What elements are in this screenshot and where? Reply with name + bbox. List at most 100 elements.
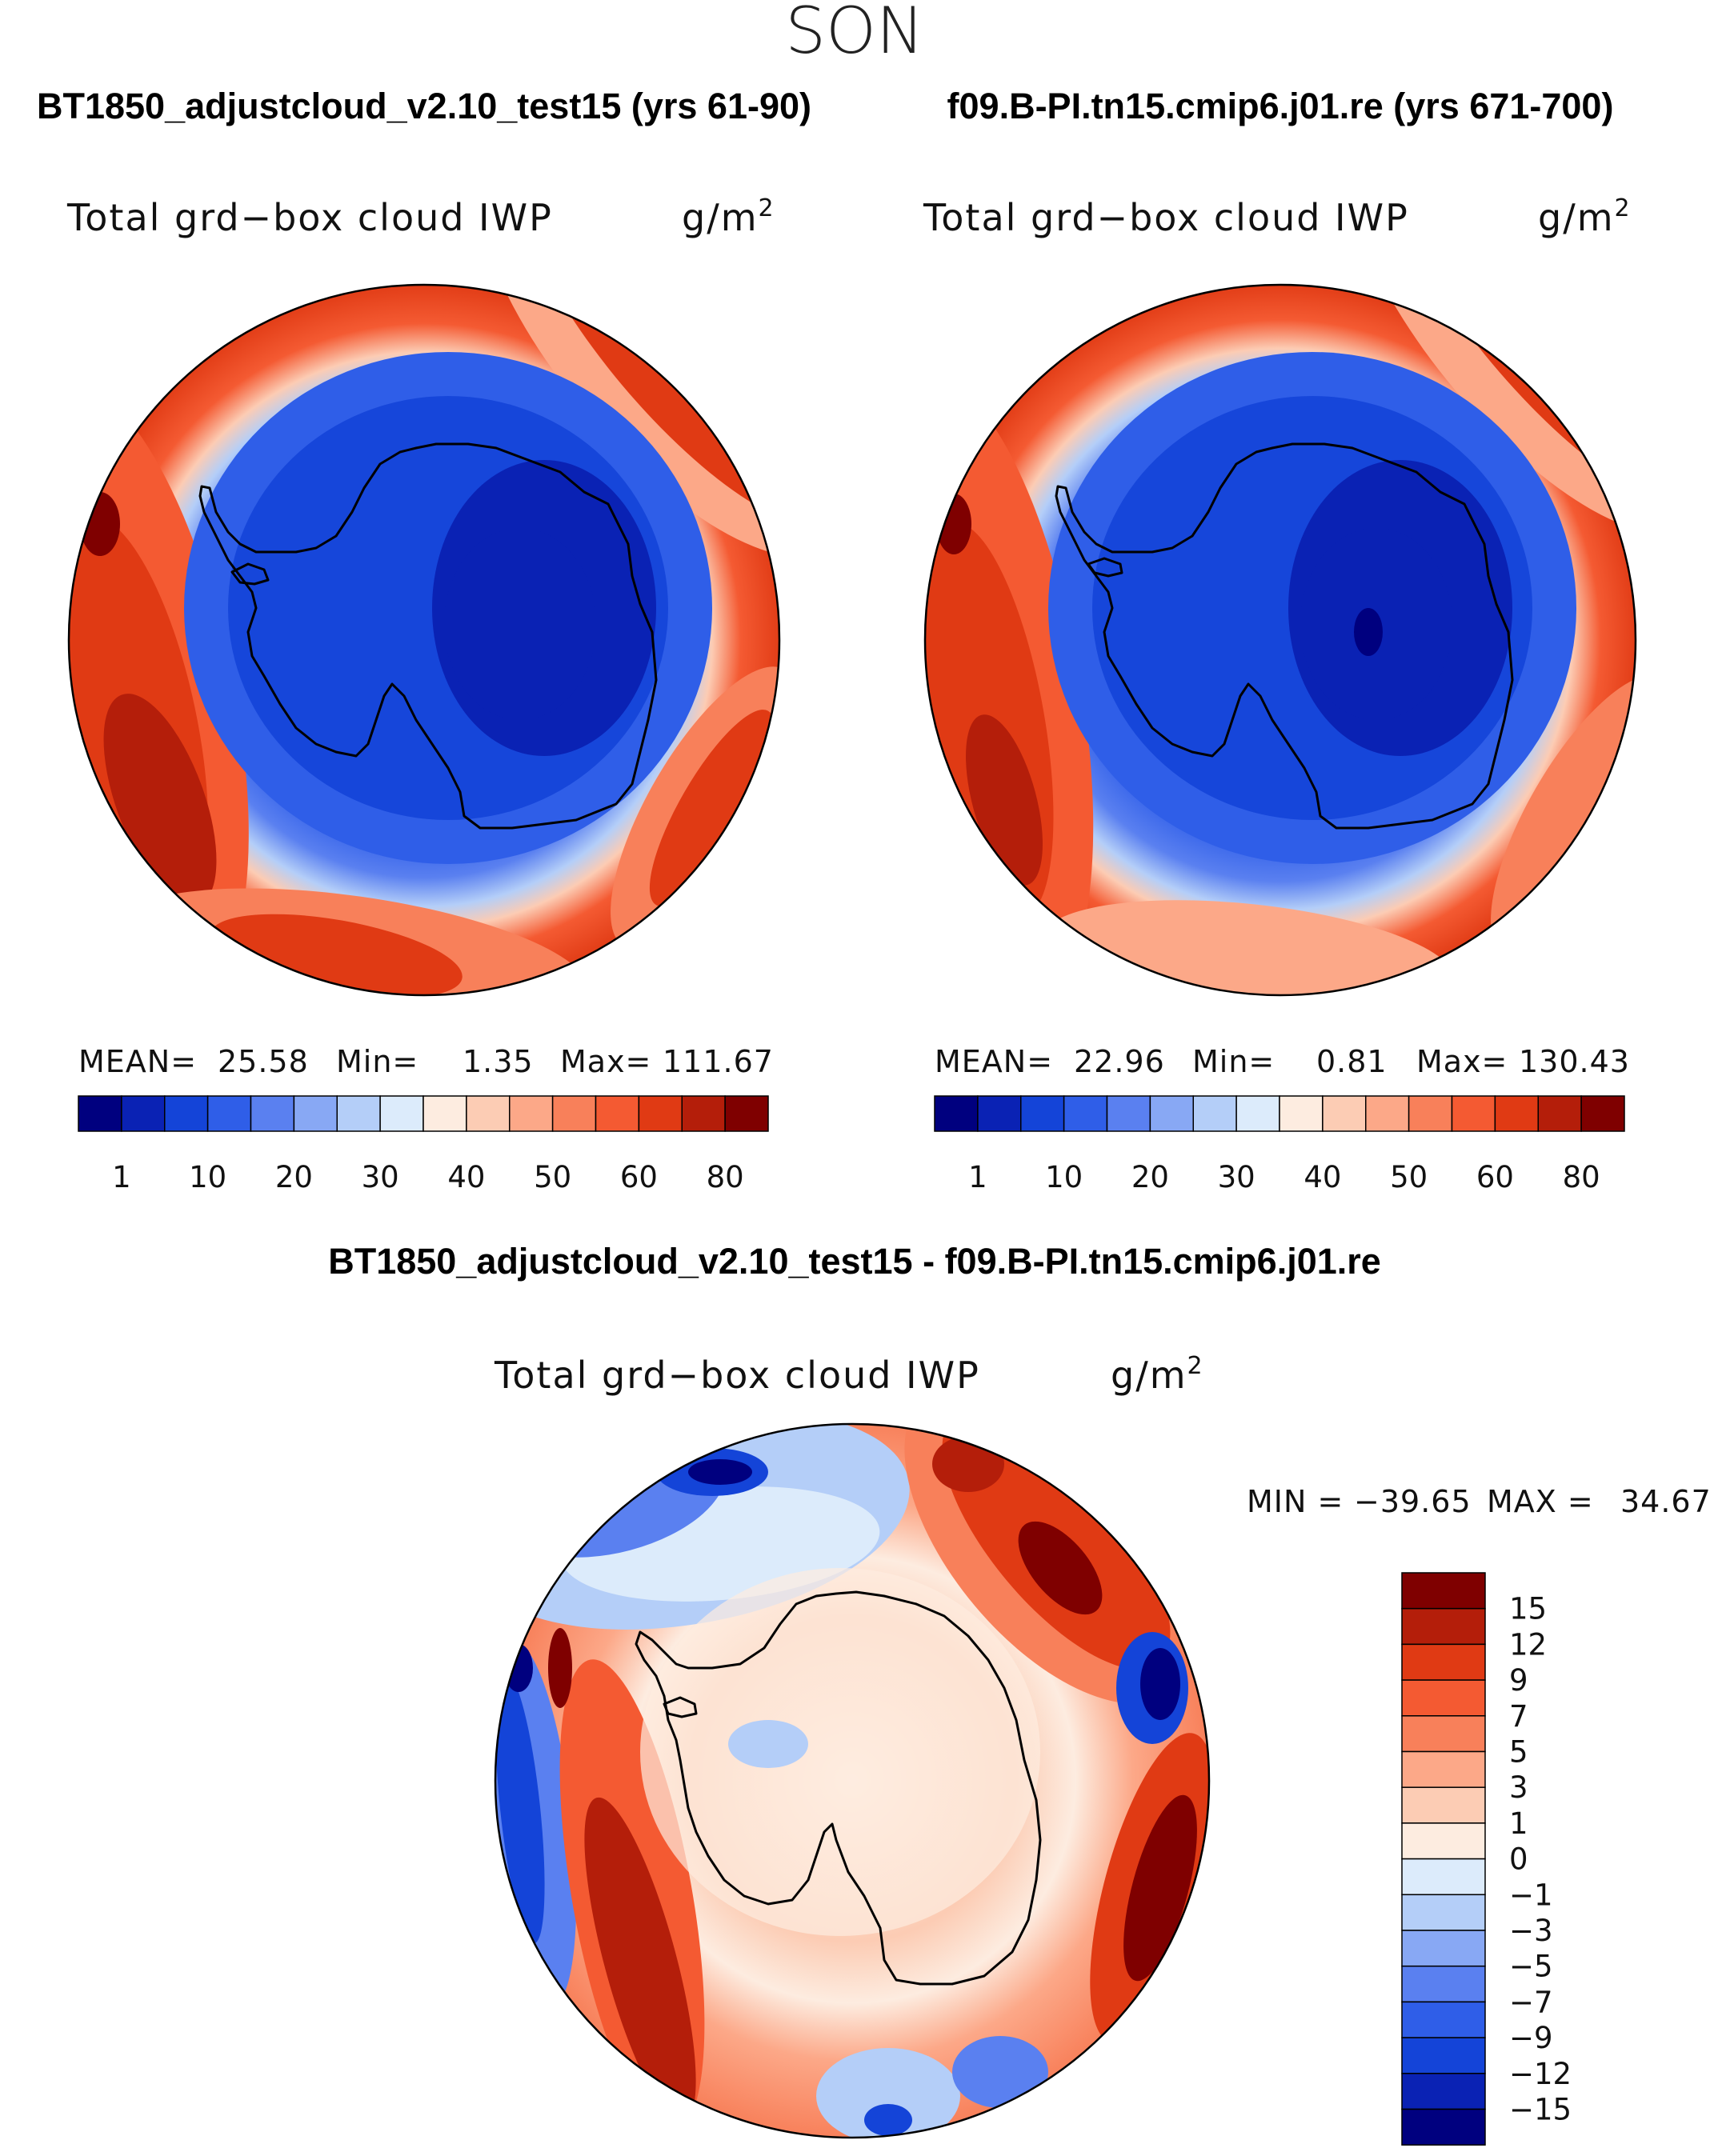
panel-left: BT1850_adjustcloud_v2.10_test15 (yrs 61-… bbox=[37, 86, 811, 997]
panel-right-colorbar-tick-label: 30 bbox=[1218, 1160, 1255, 1194]
panel-right-colorbar-swatch bbox=[1106, 1095, 1151, 1132]
panel-right-colorbar: 1 10 20 30 40 50 60 80 bbox=[934, 1095, 1625, 1194]
panel-left-colorbar-swatch bbox=[551, 1095, 597, 1132]
panel-diff-map bbox=[495, 1424, 1209, 2138]
panel-left-units: g/m2 bbox=[682, 194, 775, 239]
panel-diff-coastline bbox=[635, 1590, 1042, 1986]
panel-diff-colorbar-tick-label: −9 bbox=[1509, 2021, 1553, 2055]
panel-right-map-boundary bbox=[923, 283, 1637, 997]
panel-right-colorbar-swatch bbox=[1149, 1095, 1194, 1132]
panel-diff-colorbar-swatch bbox=[1401, 1607, 1486, 1646]
panel-diff-colorbar-tick-label: −3 bbox=[1509, 1914, 1553, 1948]
panel-diff-colorbar-tick-label: −12 bbox=[1509, 2057, 1572, 2091]
top-panels-stats: MEAN= 25.58 Min= 1.35 Max= 111.67 MEAN= … bbox=[78, 1044, 1630, 1079]
panel-diff-colorbar-swatch bbox=[1401, 1858, 1486, 1896]
panel-left-colorbar-tick-label: 20 bbox=[275, 1160, 313, 1194]
panel-left-coastline bbox=[198, 442, 658, 830]
panel-right-colorbar-tick-label: 20 bbox=[1131, 1160, 1169, 1194]
panel-diff-colorbar-swatch bbox=[1401, 1643, 1486, 1681]
panel-diff-colorbar-tick-label: 12 bbox=[1509, 1627, 1547, 1662]
panel-right-colorbar-swatch bbox=[934, 1095, 979, 1132]
panel-diff: BT1850_adjustcloud_v2.10_test15 - f09.B-… bbox=[328, 1241, 1710, 2139]
panel-right-colorbar-swatch bbox=[1235, 1095, 1280, 1132]
panel-left-colorbar-swatch bbox=[379, 1095, 424, 1132]
panel-diff-colorbar-swatch bbox=[1401, 1965, 1486, 2003]
panel-left-colorbar-swatch bbox=[293, 1095, 338, 1132]
panel-diff-colorbar-swatch bbox=[1401, 2001, 1486, 2038]
panel-left-colorbar-swatch bbox=[121, 1095, 166, 1132]
panel-right-colorbar-swatch bbox=[1537, 1095, 1582, 1132]
panel-left-colorbar-swatch bbox=[422, 1095, 467, 1132]
panel-right-colorbar-tick-label: 1 bbox=[968, 1160, 987, 1194]
panel-diff-colorbar-swatch bbox=[1401, 1894, 1486, 1931]
panel-right-min-label: Min= bbox=[1192, 1044, 1275, 1079]
panel-left-colorbar-swatch bbox=[509, 1095, 554, 1132]
panel-diff-colorbar-swatch bbox=[1401, 1786, 1486, 1824]
panel-right-colorbar-swatch bbox=[1020, 1095, 1065, 1132]
panel-right-colorbar-tick-label: 60 bbox=[1476, 1160, 1514, 1194]
panel-left-case-title: BT1850_adjustcloud_v2.10_test15 (yrs 61-… bbox=[37, 86, 811, 126]
panel-right-colorbar-swatch bbox=[1580, 1095, 1625, 1132]
panel-diff-colorbar-tick-label: 7 bbox=[1509, 1699, 1528, 1734]
panel-diff-colorbar-tick-label: −5 bbox=[1509, 1950, 1553, 1984]
panel-left-colorbar-tick-label: 80 bbox=[707, 1160, 744, 1194]
panel-left-min-value: 1.35 bbox=[463, 1044, 534, 1079]
panel-right-min-value: 0.81 bbox=[1316, 1044, 1388, 1079]
panel-right-case-title: f09.B-PI.tn15.cmip6.j01.re (yrs 671-700) bbox=[947, 86, 1614, 126]
panel-right-units: g/m2 bbox=[1538, 194, 1632, 239]
panel-diff-colorbar-swatch bbox=[1401, 1822, 1486, 1860]
panel-left-variable-label: Total grd−box cloud IWP bbox=[66, 196, 553, 239]
panel-left-colorbar-swatch bbox=[78, 1095, 122, 1132]
panel-left-colorbar-swatch bbox=[206, 1095, 252, 1132]
panel-diff-colorbar-swatch bbox=[1401, 1930, 1486, 1967]
panel-right-colorbar-swatch bbox=[1451, 1095, 1496, 1132]
panel-left-colorbar-swatch bbox=[681, 1095, 726, 1132]
panel-diff-map-boundary bbox=[494, 1422, 1211, 2139]
panel-left-max-label: Max= bbox=[560, 1044, 651, 1079]
panel-right-colorbar-tick-label: 10 bbox=[1045, 1160, 1083, 1194]
panel-left-colorbar-swatch bbox=[466, 1095, 511, 1132]
panel-diff-max-value: 34.67 bbox=[1620, 1484, 1710, 1519]
panel-diff-colorbar-tick-label: −15 bbox=[1509, 2093, 1572, 2127]
panel-left-min-label: Min= bbox=[336, 1044, 418, 1079]
panel-diff-colorbar-tick-label: 0 bbox=[1509, 1842, 1528, 1877]
panel-right: f09.B-PI.tn15.cmip6.j01.re (yrs 671-700)… bbox=[923, 86, 1637, 997]
panel-left-colorbar-tick-label: 10 bbox=[189, 1160, 226, 1194]
panel-diff-min-label: MIN = bbox=[1247, 1484, 1344, 1519]
panel-diff-units: g/m2 bbox=[1111, 1352, 1204, 1397]
panel-diff-colorbar-swatch bbox=[1401, 1750, 1486, 1788]
panel-left-colorbar-tick-label: 50 bbox=[534, 1160, 571, 1194]
panel-diff-colorbar-tick-label: 15 bbox=[1509, 1592, 1547, 1626]
panel-diff-colorbar-swatch bbox=[1401, 2073, 1486, 2110]
panel-diff-colorbar-swatch bbox=[1401, 2037, 1486, 2074]
panel-right-colorbar-tick-label: 80 bbox=[1563, 1160, 1600, 1194]
panel-left-colorbar-tick-label: 40 bbox=[447, 1160, 485, 1194]
panel-left-colorbar-swatch bbox=[336, 1095, 381, 1132]
panel-left-colorbar-swatch bbox=[595, 1095, 640, 1132]
panel-right-variable-label: Total grd−box cloud IWP bbox=[923, 196, 1409, 239]
panel-diff-colorbar-swatch bbox=[1401, 1715, 1486, 1753]
panel-right-colorbar-swatch bbox=[1408, 1095, 1453, 1132]
panel-left-colorbar-swatch bbox=[724, 1095, 769, 1132]
panel-diff-colorbar-tick-label: −7 bbox=[1509, 1985, 1553, 2019]
panel-right-island bbox=[1087, 557, 1123, 578]
panel-left-map bbox=[69, 285, 779, 995]
panel-diff-colorbar-tick-label: 3 bbox=[1509, 1770, 1528, 1805]
panel-right-colorbar-swatch bbox=[1063, 1095, 1108, 1132]
panel-left-island bbox=[230, 562, 270, 586]
panel-left-map-boundary bbox=[67, 283, 781, 997]
panel-left-max-value: 111.67 bbox=[663, 1044, 774, 1079]
season-title: SON bbox=[785, 0, 924, 68]
panel-right-max-value: 130.43 bbox=[1519, 1044, 1630, 1079]
panel-right-colorbar-swatch bbox=[1494, 1095, 1539, 1132]
panel-right-max-label: Max= bbox=[1416, 1044, 1508, 1079]
panel-left-colorbar-tick-label: 60 bbox=[620, 1160, 658, 1194]
panel-diff-variable-label: Total grd−box cloud IWP bbox=[494, 1354, 980, 1397]
panel-left-colorbar-swatch bbox=[250, 1095, 295, 1132]
panel-left-colorbar-tick-label: 30 bbox=[362, 1160, 399, 1194]
panel-right-mean-value: 22.96 bbox=[1074, 1044, 1165, 1079]
panel-right-colorbar-swatch bbox=[1365, 1095, 1410, 1132]
panel-left-colorbar: 1 10 20 30 40 50 60 80 bbox=[78, 1095, 769, 1194]
panel-diff-title: BT1850_adjustcloud_v2.10_test15 - f09.B-… bbox=[328, 1241, 1381, 1282]
